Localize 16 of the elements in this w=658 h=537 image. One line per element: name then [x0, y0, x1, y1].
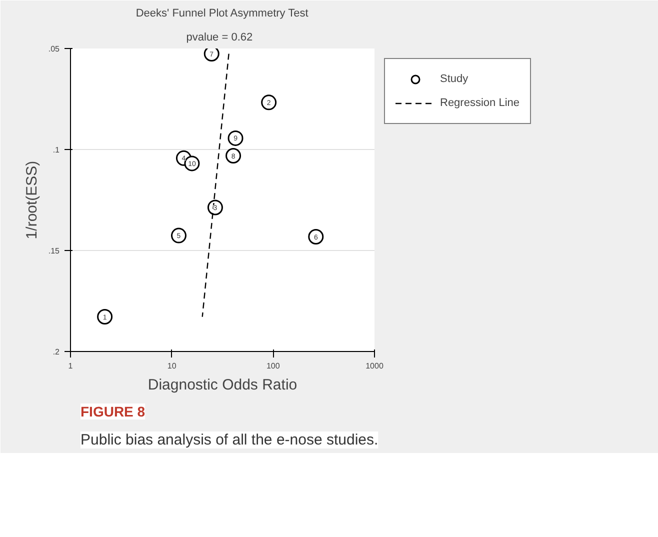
x-tick-label: 10 [167, 362, 177, 370]
x-tick-label: 100 [266, 362, 280, 370]
legend-label: Study [440, 72, 468, 86]
legend-label: Regression Line [440, 96, 520, 110]
y-axis-title: 1/root(ESS) [23, 160, 40, 240]
caption: FIGURE 8 [80, 404, 146, 420]
chart-subtitle: pvalue = 0.62 [186, 32, 253, 44]
y-tick-label: .05 [48, 44, 60, 54]
y-tick-label: .1 [52, 146, 60, 154]
x-tick-label: 1000 [366, 362, 384, 370]
x-tick-label: 1 [68, 362, 74, 370]
chart-title: Deeks' Funnel Plot Asymmetry Test [136, 8, 308, 20]
y-tick-label: .2 [52, 348, 60, 356]
y-tick-label: .15 [48, 246, 60, 256]
x-axis-title: Diagnostic Odds Ratio [148, 376, 298, 394]
text: Public bias analysis of all the e-nose studies. [80, 432, 378, 448]
